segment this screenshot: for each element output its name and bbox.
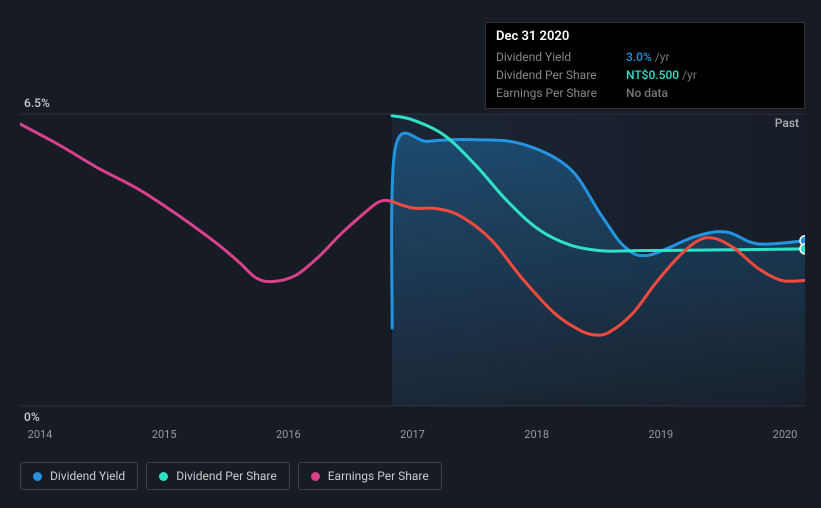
tooltip-unit: /yr: [682, 68, 697, 82]
x-axis-tick: 2020: [773, 428, 798, 441]
legend-item[interactable]: Dividend Yield: [20, 462, 138, 490]
tooltip-date: Dec 31 2020: [496, 29, 794, 44]
legend-dot-icon: [311, 472, 320, 481]
x-axis-tick: 2015: [152, 428, 177, 441]
tooltip-row: Dividend Yield3.0%/yr: [496, 48, 794, 66]
legend-dot-icon: [33, 472, 42, 481]
tooltip-row: Dividend Per ShareNT$0.500/yr: [496, 66, 794, 84]
tooltip-value: 3.0%: [626, 50, 652, 64]
legend-dot-icon: [159, 472, 168, 481]
x-axis-tick: 2014: [28, 428, 53, 441]
tooltip-unit: /yr: [655, 50, 670, 64]
legend-label: Dividend Yield: [50, 469, 125, 483]
chart-svg: [20, 100, 805, 420]
chart-legend: Dividend Yield Dividend Per Share Earnings…: [20, 462, 442, 490]
chart-plot-area: 6.5% 0% Past: [20, 100, 805, 420]
tooltip-value: NT$0.500: [626, 68, 679, 82]
tooltip-value: No data: [626, 86, 668, 100]
x-axis-tick: 2017: [400, 428, 425, 441]
chart-tooltip: Dec 31 2020 Dividend Yield3.0%/yrDividen…: [485, 22, 805, 109]
tooltip-row: Earnings Per ShareNo data: [496, 84, 794, 102]
x-axis-tick: 2016: [276, 428, 301, 441]
x-axis-tick: 2018: [524, 428, 549, 441]
legend-item[interactable]: Earnings Per Share: [298, 462, 442, 490]
tooltip-label: Earnings Per Share: [496, 86, 626, 100]
legend-label: Dividend Per Share: [176, 469, 277, 483]
x-axis: 2014 2015 2016 2017 2018 2019 2020: [20, 428, 805, 448]
x-axis-tick: 2019: [648, 428, 673, 441]
legend-item[interactable]: Dividend Per Share: [146, 462, 290, 490]
tooltip-label: Dividend Yield: [496, 50, 626, 64]
legend-label: Earnings Per Share: [328, 469, 429, 483]
tooltip-label: Dividend Per Share: [496, 68, 626, 82]
